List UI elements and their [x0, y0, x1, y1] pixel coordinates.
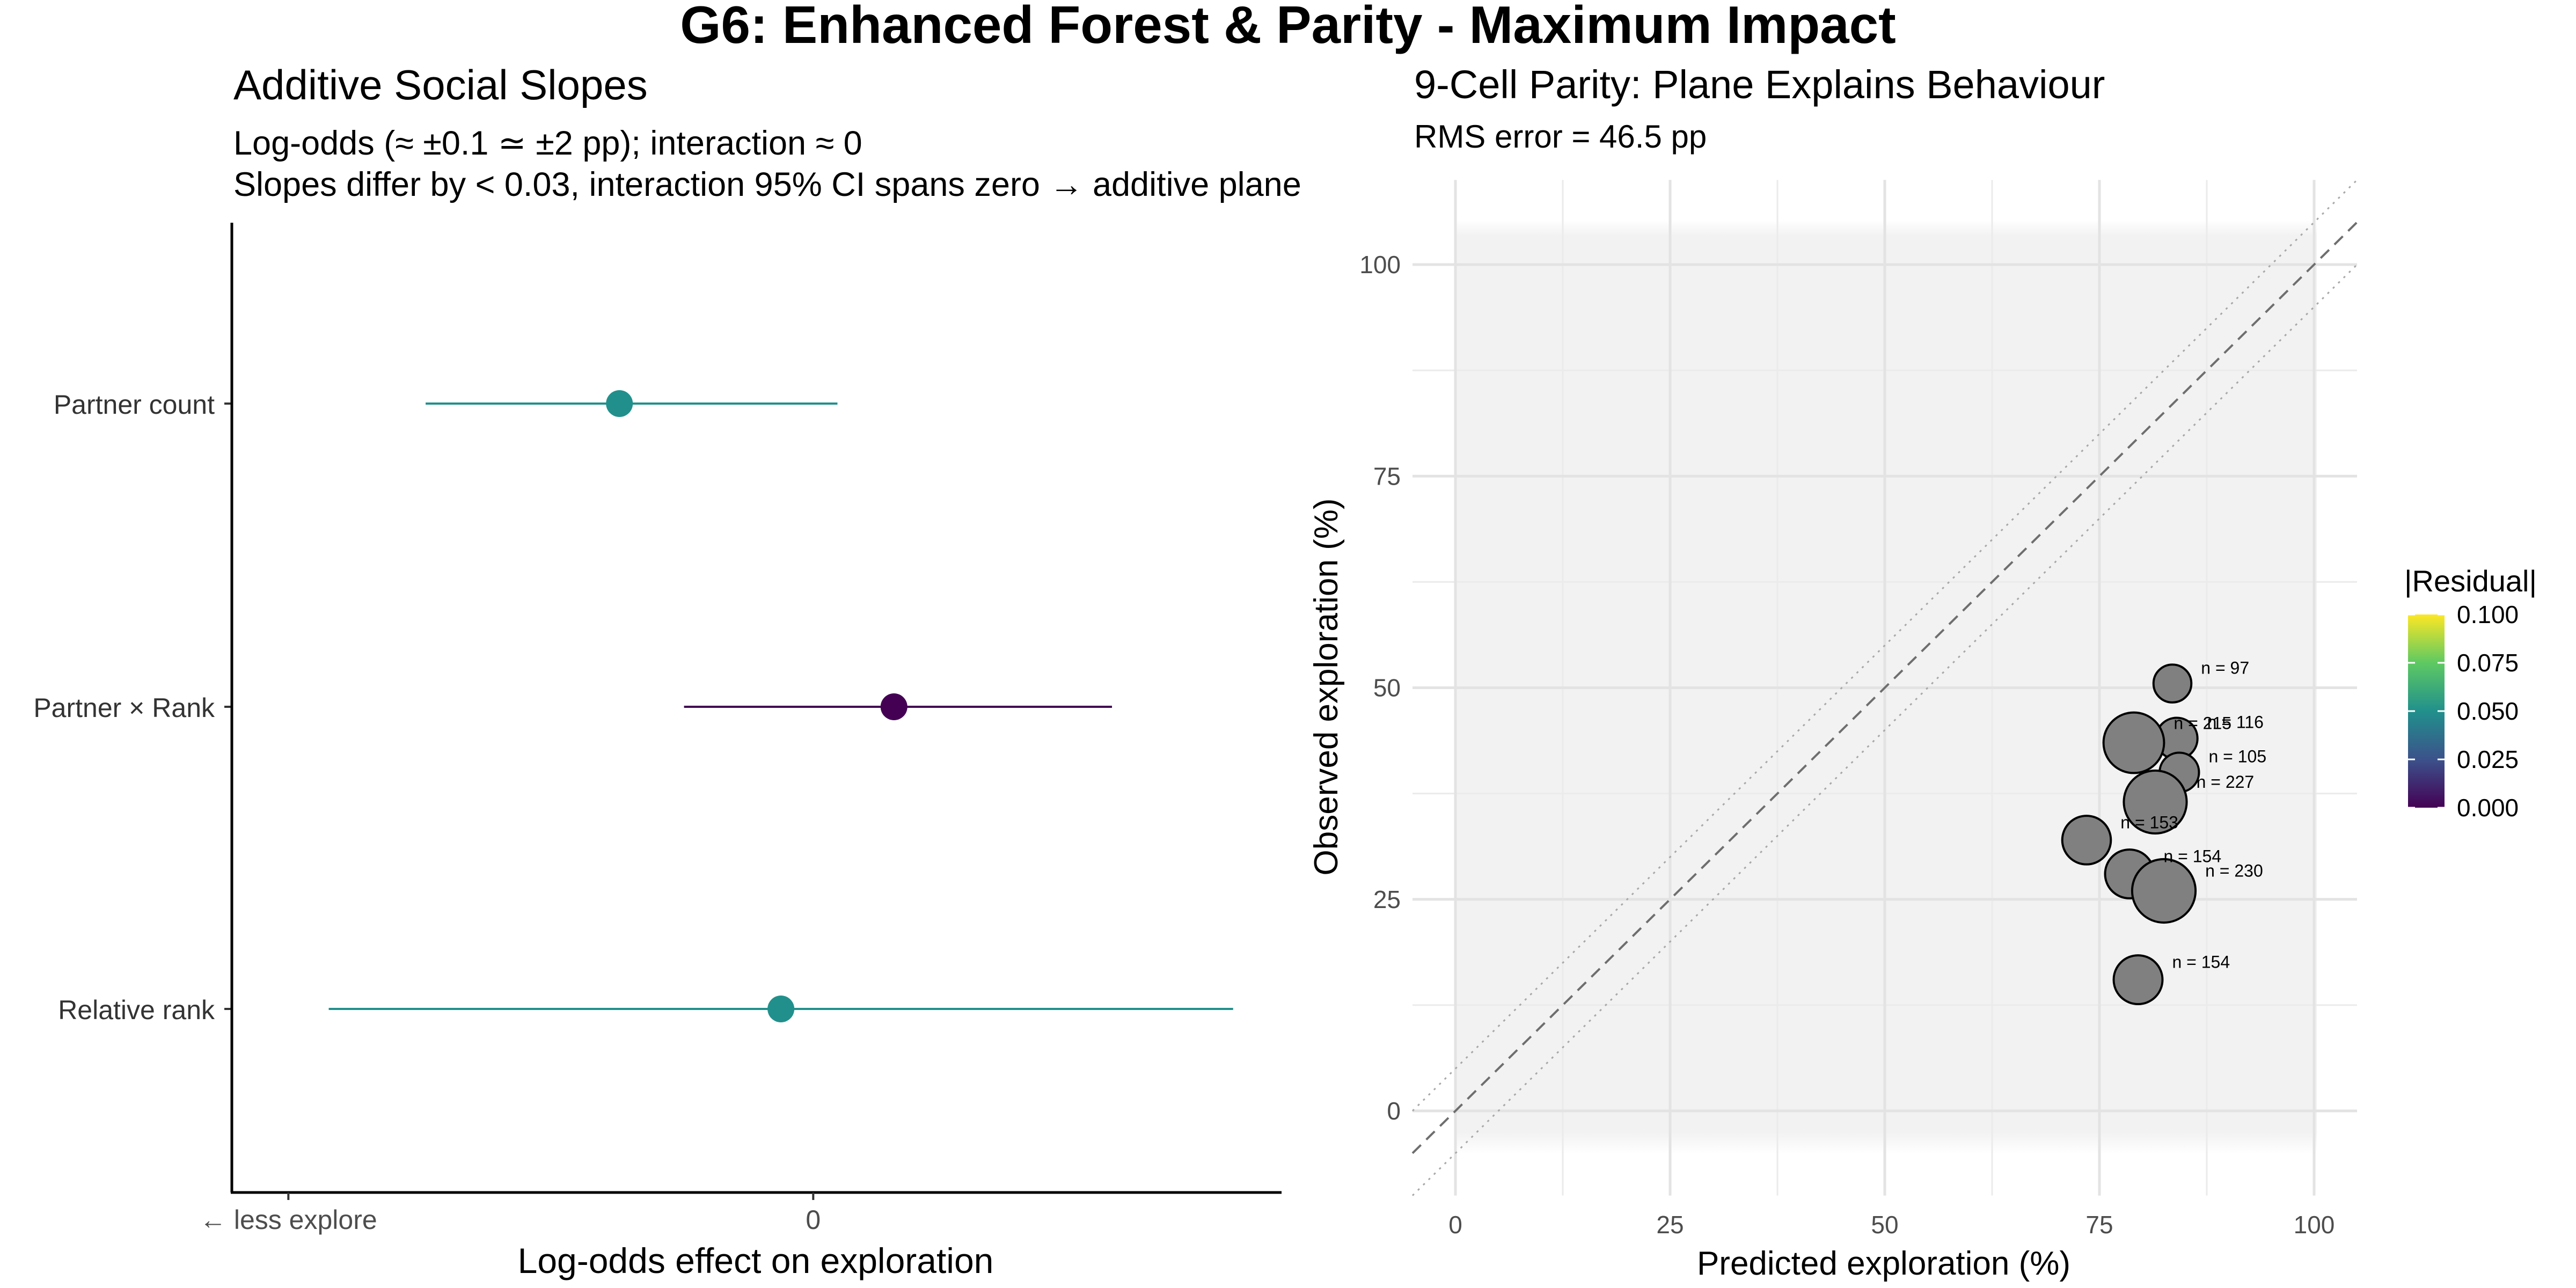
estimate-point — [606, 390, 633, 417]
legend-title: |Residual| — [2404, 564, 2537, 598]
tolerance-line — [1411, 179, 2358, 1112]
point-label: n = 153 — [2120, 813, 2178, 832]
left-panel-subtitle-line-1: Log-odds (≈ ±0.1 ≃ ±2 pp); interaction ≈… — [233, 125, 862, 162]
x-tick-label: 50 — [1871, 1211, 1898, 1239]
left-y-tick-labels: Partner count Partner × Rank Relative rank — [33, 390, 215, 1025]
x-tick-label: ← less explore — [200, 1205, 377, 1235]
right-panel: 9-Cell Parity: Plane Explains Behaviour … — [1308, 62, 2537, 1282]
figure-title: G6: Enhanced Forest & Parity - Maximum I… — [680, 0, 1896, 54]
y-tick-label: 25 — [1373, 885, 1401, 913]
legend-tick-label: 0.025 — [2457, 745, 2519, 773]
scatter-point — [2112, 954, 2164, 1006]
legend-tick-label: 0.100 — [2457, 601, 2519, 628]
y-tick-label: 100 — [1359, 251, 1401, 279]
scatter-point — [2123, 769, 2188, 835]
x-tick-label: 25 — [1656, 1211, 1684, 1239]
right-y-axis-label: Observed exploration (%) — [1308, 499, 1345, 876]
y-tick-label: Partner × Rank — [33, 693, 215, 723]
x-tick-label: 0 — [806, 1205, 821, 1235]
right-x-tick-labels: 0 25 50 75 100 — [1448, 1211, 2334, 1239]
point-label: n = 215 — [2174, 713, 2231, 733]
reference-lines — [1411, 179, 2358, 1196]
legend-tick-label: 0.000 — [2457, 794, 2519, 822]
y-tick-label: Relative rank — [58, 995, 215, 1025]
y-tick-label: Partner count — [54, 390, 215, 420]
left-panel-subtitle-line-2: Slopes differ by < 0.03, interaction 95%… — [233, 166, 1301, 203]
point-label: n = 230 — [2205, 861, 2263, 880]
scatter-point — [2102, 711, 2165, 774]
right-panel-title: 9-Cell Parity: Plane Explains Behaviour — [1414, 62, 2105, 107]
point-label: n = 116 — [2207, 713, 2264, 732]
estimate-point — [880, 693, 908, 720]
color-legend: |Residual| 0.100 0.075 0.050 0.025 0.000 — [2404, 564, 2537, 822]
legend-tick-label: 0.075 — [2457, 649, 2519, 677]
right-x-axis-label: Predicted exploration (%) — [1697, 1245, 2070, 1282]
left-x-tick-labels: ← less explore 0 — [200, 1192, 821, 1235]
y-tick-label: 50 — [1373, 674, 1401, 702]
left-x-axis-label: Log-odds effect on exploration — [518, 1241, 994, 1280]
scatter-point — [2131, 858, 2197, 924]
x-tick-label: 100 — [2294, 1211, 2335, 1239]
point-label: n = 227 — [2197, 772, 2255, 792]
point-label: n = 105 — [2208, 747, 2266, 766]
point-label: n = 154 — [2163, 847, 2221, 866]
y-tick-label: 75 — [1373, 462, 1401, 490]
scatter-point — [2061, 815, 2112, 866]
left-panel-title: Additive Social Slopes — [233, 61, 648, 108]
legend-tick-label: 0.050 — [2457, 697, 2519, 725]
forest-plot-marks — [224, 390, 1233, 1022]
y-tick-label: 0 — [1387, 1097, 1401, 1125]
identity-line — [1411, 221, 2358, 1154]
tolerance-line — [1411, 264, 2358, 1196]
point-label: n = 154 — [2172, 953, 2230, 972]
legend-ticks: 0.100 0.075 0.050 0.025 0.000 — [2408, 601, 2519, 822]
point-label: n = 97 — [2201, 658, 2249, 677]
estimate-point — [767, 996, 795, 1022]
right-panel-subtitle: RMS error = 46.5 pp — [1414, 119, 1707, 155]
x-tick-label: 0 — [1448, 1211, 1462, 1239]
right-y-tick-labels: 0 25 50 75 100 — [1359, 251, 1401, 1125]
left-panel: Additive Social Slopes Log-odds (≈ ±0.1 … — [33, 61, 1301, 1280]
x-tick-label: 75 — [2085, 1211, 2113, 1239]
scatter-point — [2152, 663, 2193, 704]
